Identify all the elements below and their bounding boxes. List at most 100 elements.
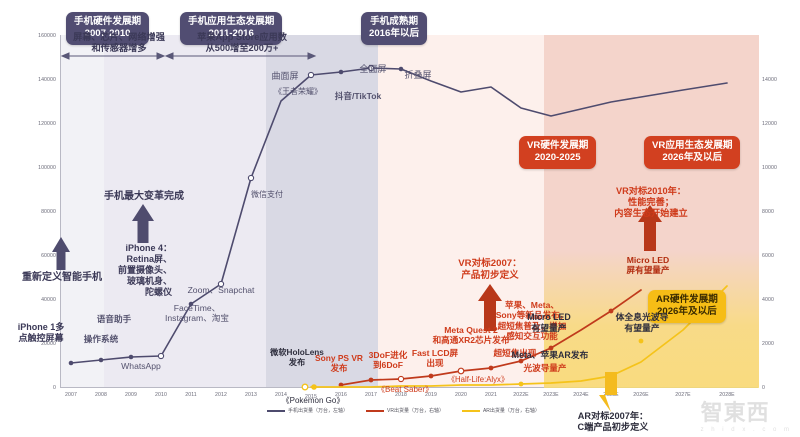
phase-pill-phone-hardware[interactable]: 手机硬件发展期 2007-2010: [66, 12, 150, 45]
phase-label-line2: 2007-2010: [84, 28, 131, 40]
xtick-2023E: 2023E: [543, 392, 559, 398]
watermark-sub: z h i d x . c o m: [700, 427, 792, 433]
xtick-2015: 2015: [305, 394, 317, 400]
ann-line: 屏有望量产: [626, 265, 670, 276]
phase-label-line2: 2020-2025: [534, 152, 581, 164]
legend-item-phone[interactable]: 手机出货量（万台，左轴）: [267, 407, 348, 414]
ytick-left-140000: 140000: [38, 77, 56, 83]
ann-line: Sony等新品发布，: [495, 310, 569, 321]
legend-label-phone: 手机出货量（万台，左轴）: [288, 408, 349, 414]
watermark-main: 智東西: [700, 400, 770, 425]
phase-label-line1: VR硬件发展期: [527, 140, 589, 151]
callout-line2: 性能完善；: [628, 197, 674, 208]
xtick-2028E: 2028E: [719, 392, 735, 398]
ann-zoom: Zoom、Snapchat: [187, 285, 255, 295]
xtick-2011: 2011: [185, 392, 197, 398]
ann-line: 有望量产: [624, 322, 660, 333]
xtick-2026E: 2026E: [633, 392, 649, 398]
ann-line: Fast LCD屏: [411, 348, 459, 358]
ann-line: Retina屏、: [126, 253, 172, 264]
ann-iphone1: iPhone 1多 点触控屏幕: [2, 322, 80, 344]
ytick-right-2000: 2000: [762, 341, 774, 347]
range-note-hardware: 屏幕、芯片、网络增强 和传感器增多: [64, 32, 174, 54]
ann-line: 发布: [288, 358, 306, 367]
ytick-right-6000: 6000: [762, 253, 774, 259]
xtick-2013: 2013: [245, 392, 257, 398]
callout-line1: VR对标2007：: [458, 258, 522, 269]
ann-line: 微软HoloLens: [270, 348, 324, 357]
ytick-right-14000: 14000: [762, 77, 777, 83]
ann-curved: 曲面屏: [271, 71, 299, 81]
xtick-2024E: 2024E: [573, 392, 589, 398]
ann-line: 到6DoF: [372, 360, 404, 371]
ann-line: iPhone 4：: [125, 243, 172, 253]
ytick-right-8000: 8000: [762, 209, 774, 215]
legend-item-ar[interactable]: AR出货量（万台，右轴）: [461, 407, 540, 414]
ann-line: 超短焦普及，增加: [497, 320, 567, 331]
xtick-2016: 2016: [335, 392, 347, 398]
ytick-left-80000: 80000: [41, 209, 56, 215]
xtick-2012: 2012: [215, 392, 227, 398]
ann-voice: 语音助手: [96, 314, 132, 324]
ytick-right-4000: 4000: [762, 297, 774, 303]
xtick-2010: 2010: [155, 392, 167, 398]
watermark: 智東西 z h i d x . c o m: [701, 395, 792, 433]
phase-pill-phone-mature[interactable]: 手机成熟期 2016年以后: [361, 12, 428, 45]
ann-microled-r: Micro LED 屏有望量产: [613, 255, 683, 276]
ann-douyin: 抖音/TikTok: [334, 91, 382, 101]
callout-ar-bench-2007: AR对标2007年： C端产品初步定义: [548, 411, 678, 433]
ann-line: FaceTime、: [173, 303, 221, 313]
callout-redefine-smartphone: 重新定义智能手机: [22, 272, 102, 283]
phase-pill-vr-hardware[interactable]: VR硬件发展期 2020-2025: [519, 136, 597, 169]
ann-line: 体全息光波导: [615, 312, 669, 322]
ytick-left-100000: 100000: [38, 165, 56, 171]
phase-pill-vr-app-eco[interactable]: VR应用生态发展期 2026年及以后: [644, 136, 741, 169]
callout-vr-bench-2007: VR对标2007： 产品初步定义: [435, 258, 545, 281]
range-note-line1: 苹果App Store应用数: [197, 32, 287, 42]
legend-item-vr[interactable]: VR出货量（万台，右轴）: [366, 407, 444, 414]
ann-line: 发布: [330, 363, 348, 374]
xtick-2007: 2007: [65, 392, 77, 398]
phase-label-line1: AR硬件发展期: [656, 294, 718, 305]
ann-line: 和高通XR2芯片发布: [432, 335, 510, 346]
legend-swatch-phone: [267, 409, 285, 412]
ann-meta-apple-ar: Meta、苹果AR发布: [511, 350, 589, 360]
callout-vr-bench-2010: VR对标2010年： 性能完善； 内容生态开始建立: [595, 186, 707, 220]
phase-pill-ar-hardware[interactable]: AR硬件发展期 2026年及以后: [648, 290, 726, 323]
ytick-left-0: 0: [53, 385, 56, 391]
phase-label-line1: 手机成熟期: [370, 16, 419, 27]
ann-pancake: 超短焦出现: [493, 348, 537, 358]
xtick-2025E: 2025E: [603, 392, 619, 398]
ann-facetime: FaceTime、 Instagram、淘宝: [152, 303, 242, 324]
phase-label-line1: VR应用生态发展期: [652, 140, 733, 151]
legend-swatch-ar: [461, 409, 480, 412]
ytick-right-0: 0: [762, 385, 765, 391]
phase-label-line2: 2011-2016: [208, 28, 254, 40]
xtick-2008: 2008: [95, 392, 107, 398]
phase-label-line2: 2016年以后: [369, 28, 420, 40]
ann-line: 苹果、Meta、: [505, 300, 559, 310]
ann-whatsapp: WhatsApp: [121, 361, 161, 371]
legend-label-vr: VR出货量（万台，右轴）: [387, 408, 444, 414]
ann-line: 点触控屏幕: [18, 332, 64, 343]
phase-label-line2: 2026年及以后: [657, 306, 717, 318]
callout-line1: AR对标2007年：: [577, 411, 649, 421]
callout-line2: C端产品初步定义: [577, 422, 649, 433]
xtick-2017: 2017: [365, 392, 377, 398]
phase-pill-phone-app-eco[interactable]: 手机应用生态发展期 2011-2016: [180, 12, 283, 45]
ann-beatsaber: 《Beat Saber》: [376, 385, 434, 394]
ann-line: 前置摄像头、: [117, 264, 172, 275]
range-note-line1: 屏幕、芯片、网络增强: [73, 32, 165, 42]
callout-biggest-reform: 手机最大变革完成: [104, 191, 184, 202]
phase-label-line1: 手机应用生态发展期: [188, 16, 275, 27]
callout-line3: 内容生态开始建立: [614, 208, 688, 219]
xtick-2014: 2014: [275, 392, 287, 398]
ann-line: 出现: [426, 358, 444, 369]
ann-fold: 折叠屏: [404, 70, 432, 80]
ytick-left-20000: 20000: [41, 341, 56, 347]
xtick-2019: 2019: [425, 392, 437, 398]
ann-honor: 《王者荣耀》: [274, 87, 322, 96]
ytick-left-160000: 160000: [38, 33, 56, 39]
ann-psvr: Sony PS VR 发布: [312, 353, 366, 374]
legend-swatch-vr: [366, 409, 385, 412]
